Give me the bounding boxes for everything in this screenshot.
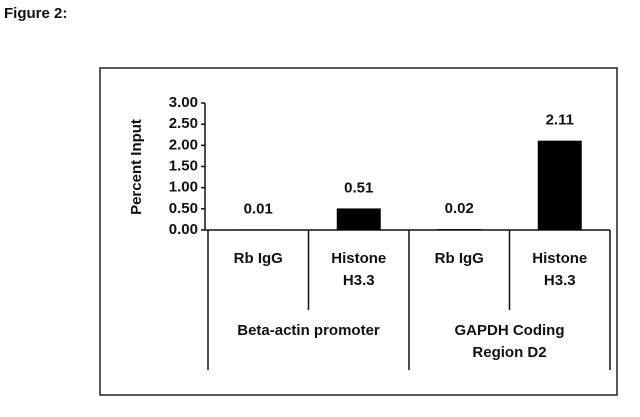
x-tick-label: Rb IgG — [233, 250, 283, 267]
x-tick-label: Rb IgG — [434, 250, 484, 267]
y-tick-label: 0.50 — [169, 200, 198, 217]
y-tick-label: 1.50 — [169, 157, 198, 174]
x-tick-label: Histone H3.3 — [331, 250, 387, 289]
y-tick-label: 1.00 — [169, 179, 198, 196]
value-label: 2.11 — [546, 112, 574, 129]
y-tick-label: 3.00 — [169, 94, 198, 111]
bar — [437, 229, 482, 230]
y-tick-label: 2.00 — [169, 136, 198, 153]
x-tick-label: Histone H3.3 — [532, 250, 588, 289]
frame — [99, 67, 618, 396]
group-label: Beta-actin promoter — [237, 322, 380, 339]
bar — [336, 208, 381, 230]
y-tick-label: 0.00 — [169, 221, 198, 238]
y-axis-label: Percent Input — [128, 119, 145, 215]
bar — [537, 140, 582, 230]
value-label: 0.02 — [445, 200, 474, 217]
figure-title: Figure 2: — [4, 5, 67, 22]
y-tick-label: 2.50 — [169, 115, 198, 132]
group-label: GAPDH Coding Region D2 — [454, 322, 565, 361]
value-label: 0.51 — [344, 179, 373, 196]
value-label: 0.01 — [244, 201, 273, 218]
